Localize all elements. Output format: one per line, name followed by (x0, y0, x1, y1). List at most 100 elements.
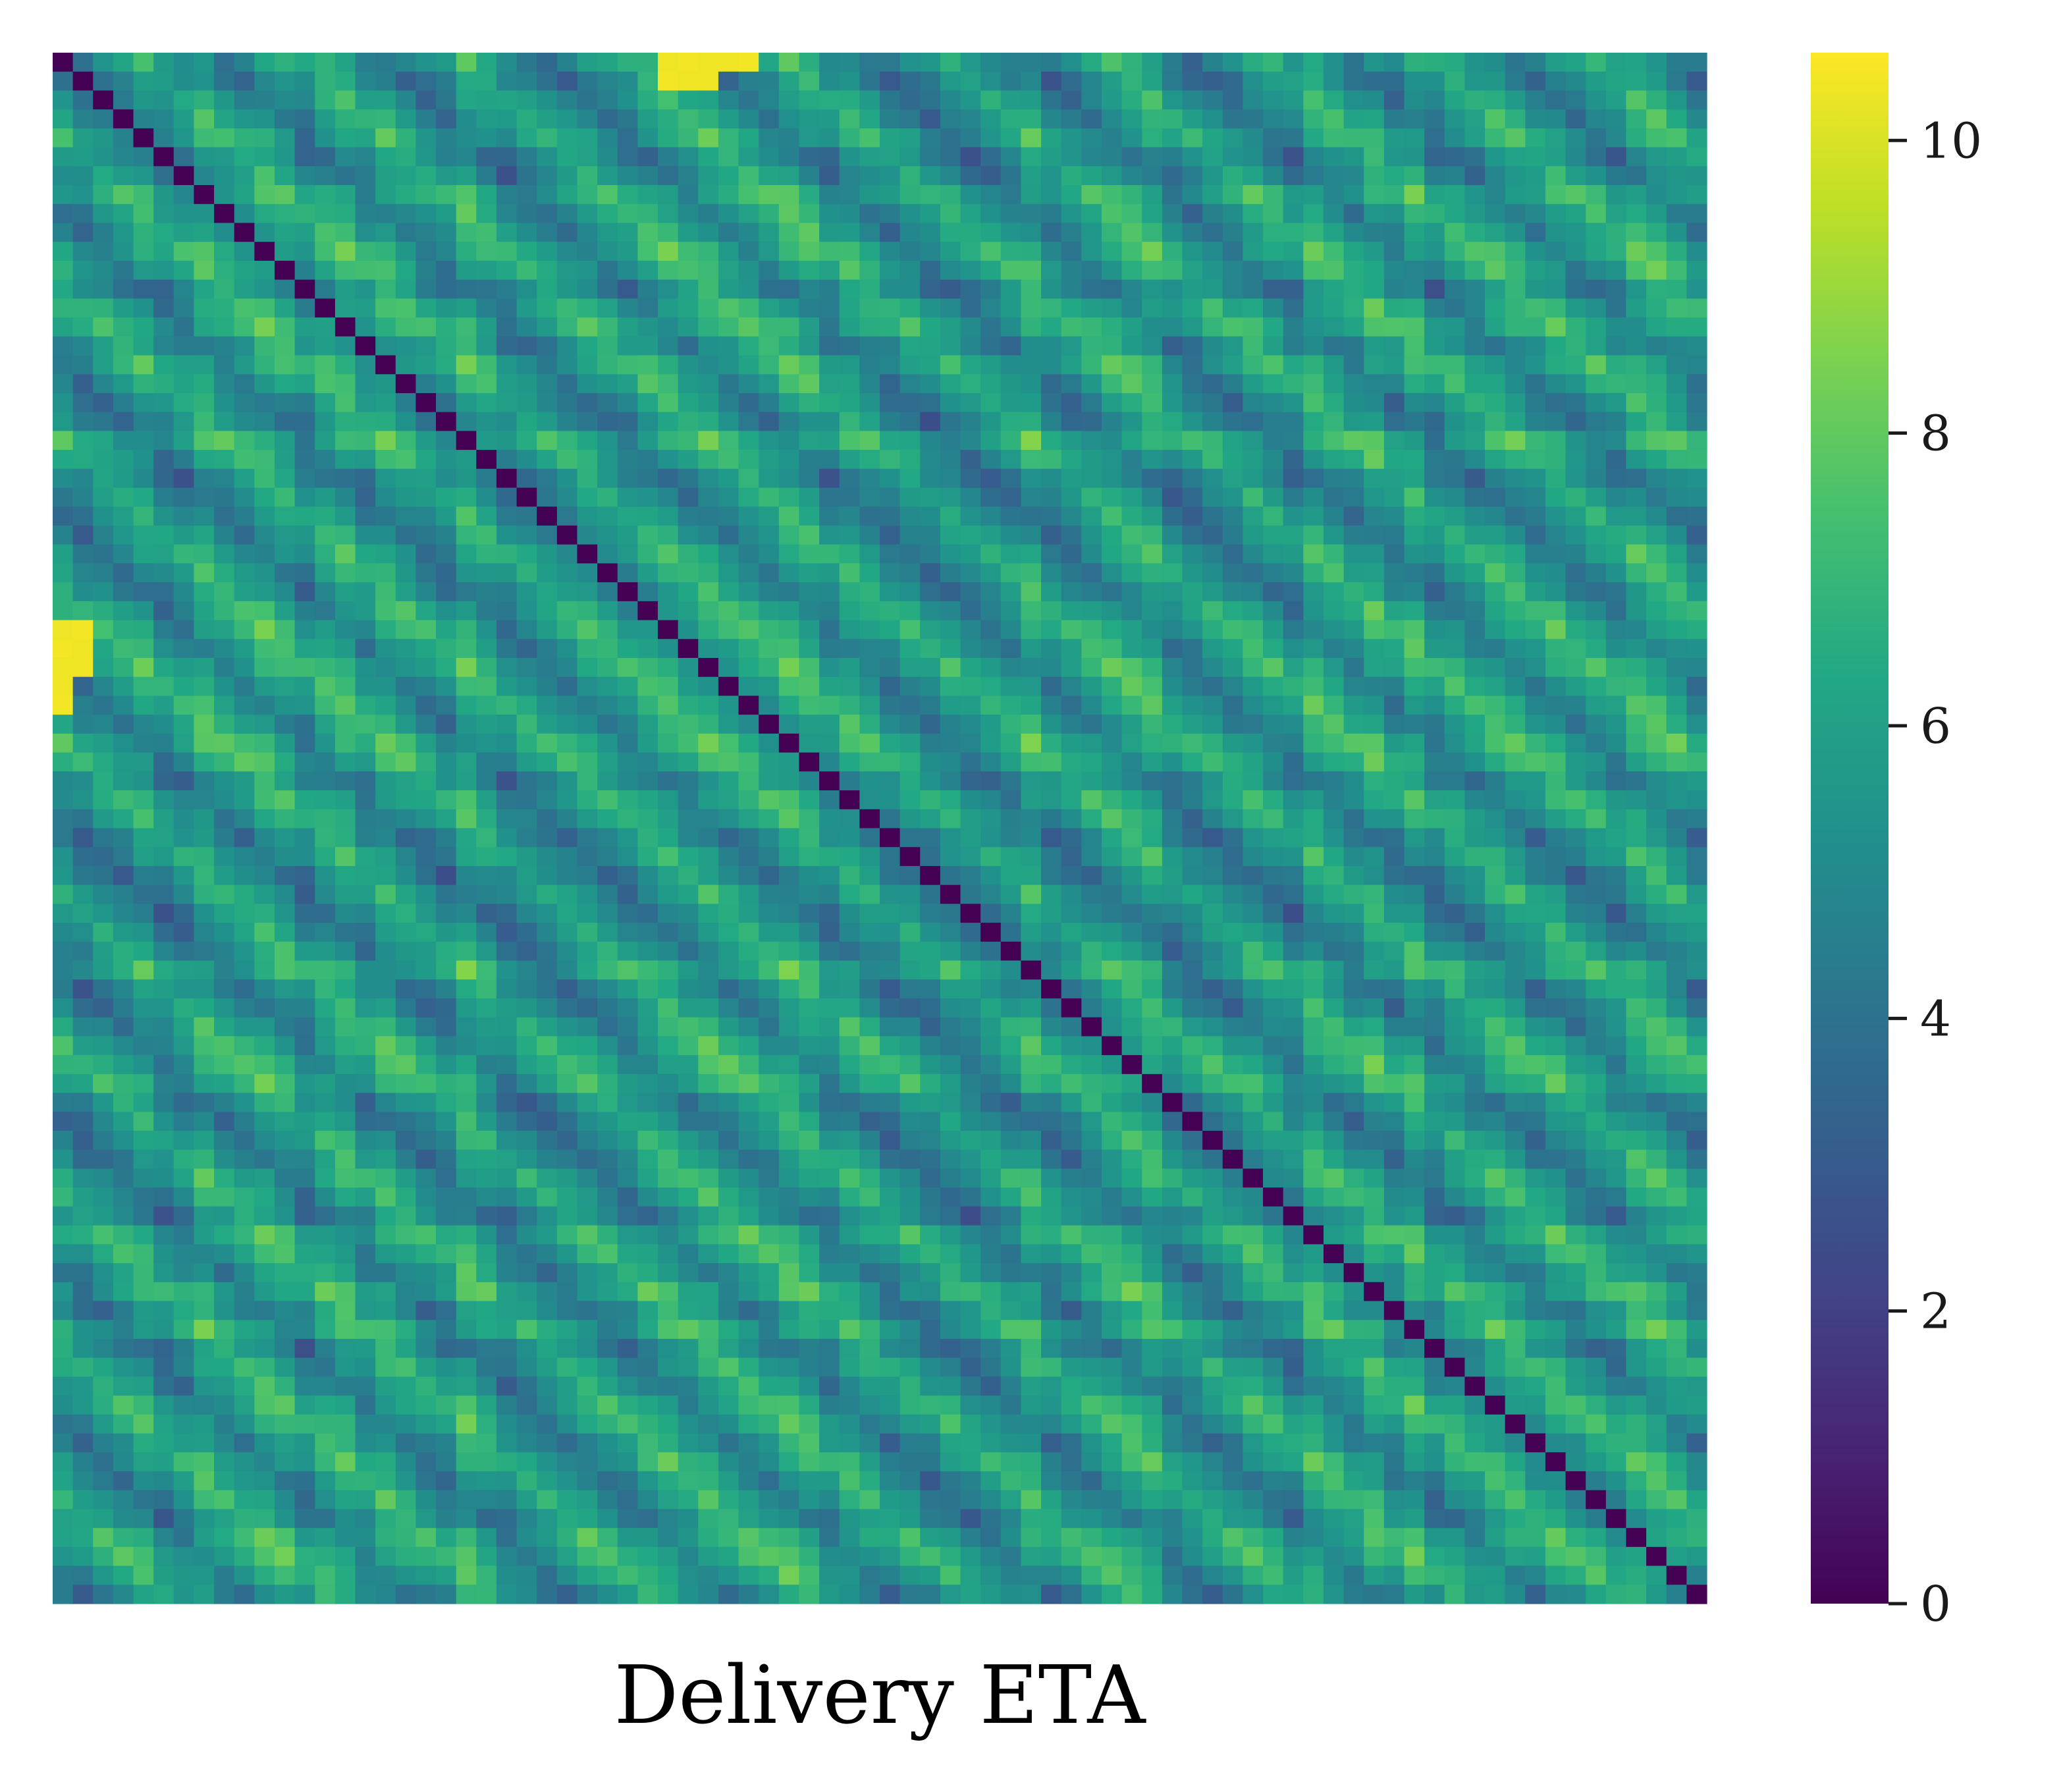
heatmap-cell (1243, 1036, 1264, 1056)
heatmap-cell (1646, 941, 1667, 962)
heatmap-cell (1021, 166, 1042, 186)
heatmap-cell (960, 109, 981, 129)
heatmap-cell (537, 109, 558, 129)
heatmap-cell (718, 979, 739, 999)
heatmap-cell (1343, 393, 1364, 413)
heatmap-cell (1525, 374, 1546, 394)
heatmap-cell (617, 904, 638, 923)
heatmap-cell (556, 298, 578, 318)
heatmap-cell (920, 809, 941, 829)
heatmap-cell (355, 1187, 376, 1207)
heatmap-cell (1586, 147, 1607, 167)
heatmap-cell (920, 752, 941, 772)
heatmap-cell (355, 582, 376, 602)
heatmap-cell (1666, 1017, 1687, 1037)
heatmap-cell (516, 223, 537, 242)
heatmap-cell (1565, 1093, 1586, 1112)
heatmap-cell (456, 639, 477, 659)
heatmap-cell (658, 336, 679, 356)
heatmap-cell (637, 1131, 658, 1151)
heatmap-cell (335, 279, 356, 299)
heatmap-cell (1243, 695, 1264, 715)
heatmap-cell (1545, 317, 1567, 337)
heatmap-cell (315, 1131, 336, 1151)
heatmap-cell (496, 884, 518, 904)
heatmap-cell (274, 355, 296, 375)
heatmap-cell (415, 1017, 437, 1037)
heatmap-cell (1323, 336, 1345, 356)
heatmap-cell (637, 582, 658, 602)
heatmap-cell (375, 90, 396, 110)
heatmap-cell (1646, 412, 1667, 431)
heatmap-cell (1243, 1017, 1264, 1037)
heatmap-cell (537, 544, 558, 564)
heatmap-cell (940, 715, 961, 734)
heatmap-cell (597, 733, 618, 753)
heatmap-cell (133, 506, 154, 526)
heatmap-cell (516, 525, 537, 545)
heatmap-cell (718, 582, 739, 602)
heatmap-cell (1263, 147, 1284, 167)
heatmap-cell (1666, 790, 1687, 810)
heatmap-cell (718, 1073, 739, 1094)
heatmap-cell (1424, 204, 1445, 224)
heatmap-cell (980, 487, 1002, 507)
heatmap-cell (1202, 1017, 1223, 1037)
heatmap-cell (1424, 374, 1445, 394)
heatmap-cell (1142, 468, 1163, 489)
heatmap-cell (93, 298, 114, 318)
heatmap-cell (1686, 1036, 1707, 1056)
heatmap-cell (375, 884, 396, 904)
heatmap-cell (1222, 847, 1244, 867)
heatmap-cell (1605, 374, 1627, 394)
heatmap-cell (375, 1187, 396, 1207)
heatmap-cell (294, 204, 315, 224)
heatmap-cell (1263, 1168, 1284, 1188)
heatmap-cell (698, 1112, 719, 1131)
heatmap-cell (1343, 185, 1364, 205)
heatmap-cell (153, 563, 174, 583)
heatmap-cell (133, 865, 154, 886)
heatmap-cell (355, 355, 376, 375)
heatmap-cell (1303, 1017, 1324, 1037)
heatmap-cell (1081, 790, 1102, 810)
heatmap-cell (355, 242, 376, 261)
heatmap-cell (1464, 620, 1486, 639)
heatmap-cell (53, 960, 74, 980)
heatmap-cell (153, 185, 174, 205)
heatmap-cell (658, 790, 679, 810)
heatmap-cell (436, 544, 457, 564)
heatmap-cell (355, 525, 376, 545)
heatmap-cell (1101, 147, 1123, 167)
heatmap-cell (658, 204, 679, 224)
heatmap-cell (93, 809, 114, 829)
heatmap-cell (1605, 393, 1627, 413)
heatmap-cell (1444, 1187, 1465, 1207)
heatmap-cell (577, 279, 598, 299)
heatmap-cell (960, 412, 981, 431)
heatmap-cell (597, 998, 618, 1018)
heatmap-cell (173, 1036, 195, 1056)
heatmap-cell (899, 147, 921, 167)
heatmap-cell (1323, 166, 1345, 186)
heatmap-cell (1283, 1187, 1304, 1207)
heatmap-cell (1364, 941, 1385, 962)
heatmap-cell (1202, 658, 1223, 678)
heatmap-cell (1525, 166, 1546, 186)
heatmap-cell (1605, 563, 1627, 583)
heatmap-cell (173, 279, 195, 299)
heatmap-cell (577, 1093, 598, 1112)
heatmap-cell (153, 1149, 174, 1170)
heatmap-cell (395, 223, 417, 242)
heatmap-cell (1202, 544, 1223, 564)
heatmap-cell (315, 582, 336, 602)
heatmap-cell (113, 109, 134, 129)
heatmap-cell (1586, 506, 1607, 526)
heatmap-cell (1485, 1149, 1506, 1170)
heatmap-cell (637, 223, 658, 242)
heatmap-cell (678, 620, 699, 639)
heatmap-cell (1666, 450, 1687, 470)
heatmap-cell (1364, 90, 1385, 110)
heatmap-cell (738, 620, 759, 639)
heatmap-cell (254, 506, 275, 526)
